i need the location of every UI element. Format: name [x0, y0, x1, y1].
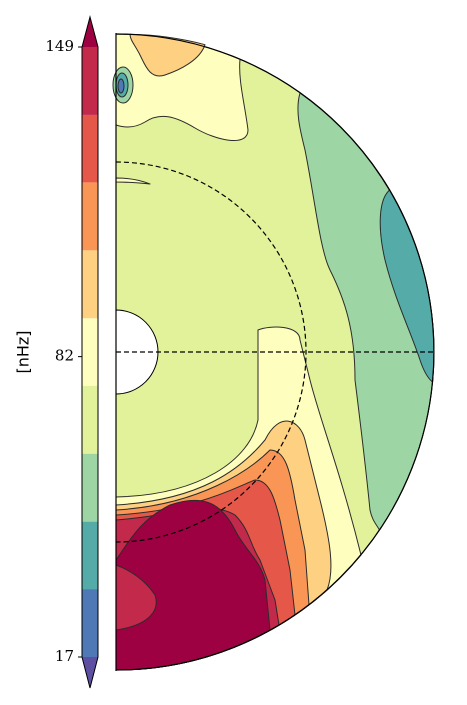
- tick-label: 17: [55, 647, 74, 665]
- outline: [115, 33, 435, 671]
- colorbar-segment: [82, 521, 98, 590]
- colorbar-segment: [82, 47, 98, 115]
- dashed-circle: [115, 161, 307, 543]
- colorbar-label: [nHz]: [14, 330, 33, 373]
- colorbar-segment: [82, 182, 98, 251]
- contour-region: [117, 78, 125, 94]
- colorbar-segment: [82, 114, 98, 183]
- colorbar-extension: [82, 17, 98, 47]
- contour-plot: [112, 33, 435, 671]
- colorbar-segment: [82, 589, 98, 657]
- colorbar-extension: [82, 657, 98, 688]
- tick-label: 82: [55, 347, 74, 365]
- contour-region: [115, 177, 151, 185]
- colorbar-segment: [82, 318, 98, 386]
- colorbar: 17 82 149: [45, 15, 99, 689]
- colorbar-segment: [82, 250, 98, 319]
- colorbar-segment: [82, 453, 98, 522]
- colorbar-segment: [82, 385, 98, 454]
- tick-label: 149: [45, 37, 74, 55]
- contour-region: [129, 33, 206, 77]
